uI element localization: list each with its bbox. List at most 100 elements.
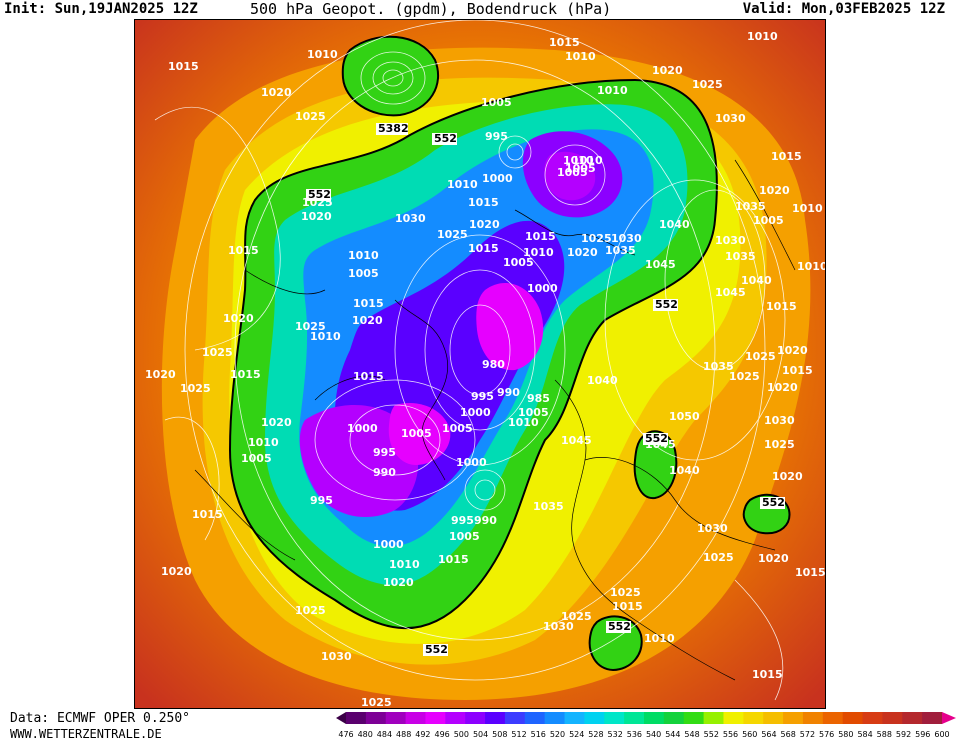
- isobar-label: 1020: [301, 210, 332, 223]
- isobar-label: 1015: [468, 242, 499, 255]
- isobar-label: 1020: [145, 368, 176, 381]
- legend-tick-label: 564: [761, 730, 776, 739]
- legend-swatch: [564, 712, 585, 724]
- isobar-label: 1000: [456, 456, 487, 469]
- isobar-label: 990: [497, 386, 520, 399]
- legend-tick-label: 492: [415, 730, 430, 739]
- isobar-label: 1030: [611, 232, 642, 245]
- geopotential-labels: 552 552 552 552 552 552 552 5382: [306, 122, 785, 656]
- isobar-label: 1015: [752, 668, 783, 681]
- legend-tick-label: 496: [434, 730, 449, 739]
- isobar-label: 1000: [527, 282, 558, 295]
- legend-tick-label: 488: [396, 730, 411, 739]
- isobar-label: 1010: [348, 249, 379, 262]
- isobar-label: 1025: [295, 604, 326, 617]
- legend-arrow-left: [336, 712, 346, 724]
- legend-tick-label: 536: [627, 730, 642, 739]
- isobar-label: 1020: [652, 64, 683, 77]
- isobar-label: 1020: [352, 314, 383, 327]
- isobar-label: 1005: [401, 427, 432, 440]
- geopotential-label: 552: [645, 432, 668, 445]
- isobar-label: 1025: [295, 110, 326, 123]
- legend-swatch: [663, 712, 685, 724]
- isobar-label: 990: [373, 466, 396, 479]
- isobar-label: 995990: [451, 514, 497, 527]
- isobar-label: 1025: [692, 78, 723, 91]
- isobar-label: 1020: [759, 184, 790, 197]
- legend-swatch: [465, 712, 486, 724]
- legend-swatch: [802, 712, 824, 724]
- legend-swatch: [842, 712, 864, 724]
- isobar-label: 1020: [161, 565, 192, 578]
- isobar-label: 1010: [644, 632, 675, 645]
- isobar-labels: 1010101510201025100599510101005100010101…: [145, 30, 825, 708]
- isobar-label: 1005: [481, 96, 512, 109]
- isobar-label: 1020: [567, 246, 598, 259]
- legend-swatch: [882, 712, 903, 724]
- legend-tick-label: 600: [934, 730, 949, 739]
- legend-swatch: [445, 712, 466, 724]
- legend-swatch: [644, 712, 665, 724]
- legend-swatch: [385, 712, 407, 724]
- isobar-label: 1020: [767, 381, 798, 394]
- legend-tick-label: 508: [492, 730, 507, 739]
- isobar-label: 1005: [442, 422, 473, 435]
- legend-swatch: [524, 712, 546, 724]
- isobar-label: 1030: [715, 112, 746, 125]
- isobar-label: 1005: [565, 162, 596, 175]
- isobar-label: 1020: [383, 576, 414, 589]
- isobar-label: 995: [485, 130, 508, 143]
- legend-tick-label: 516: [531, 730, 546, 739]
- geopotential-label-box: [760, 497, 785, 509]
- legend-swatch: [604, 712, 625, 724]
- legend-swatch: [902, 712, 923, 724]
- valid-time: Valid: Mon,03FEB2025 12Z: [742, 1, 945, 17]
- isobar-label: 1010: [597, 84, 628, 97]
- legend-swatch: [624, 712, 645, 724]
- color-legend: 476 480 484 488 492 496 500 504 508 512 516 520 524 5…: [336, 712, 956, 739]
- geopotential-label-box: [606, 621, 631, 633]
- isobar-label: 1040: [659, 218, 690, 231]
- isobar-label: 1045: [715, 286, 746, 299]
- isobar-label: 1015: [795, 566, 825, 579]
- isobar-label: 1015: [353, 370, 384, 383]
- legend-arrow-right: [942, 712, 956, 724]
- isobar-label: 1010: [447, 178, 478, 191]
- isobar-label: 1020: [469, 218, 500, 231]
- isobar-label: 1005: [518, 406, 549, 419]
- isobar-label: 1010: [523, 246, 554, 259]
- isobar-label: 1025: [180, 382, 211, 395]
- legend-swatch: [783, 712, 804, 724]
- h500-low-north-core: [544, 151, 596, 201]
- geopotential-label-box: [376, 123, 408, 135]
- isobar-label: 1005: [503, 256, 534, 269]
- isobar-label: 1035: [533, 500, 564, 513]
- isobar-label: 1010: [310, 330, 341, 343]
- legend-tick-label: 584: [857, 730, 872, 739]
- isobar-label: 1015: [612, 600, 643, 613]
- geopotential-label: 552: [308, 188, 331, 201]
- legend-tick-label: 544: [665, 730, 680, 739]
- isobar-label: 1025: [561, 610, 592, 623]
- geopotential-label-box: [432, 133, 457, 145]
- legend-tick-label: 524: [569, 730, 584, 739]
- legend-tick-label: 580: [838, 730, 853, 739]
- legend-swatch: [703, 712, 724, 724]
- geopotential-label-box: [423, 644, 448, 656]
- legend-swatch: [346, 712, 367, 724]
- legend-swatch: [365, 712, 387, 724]
- legend-tick-label: 552: [704, 730, 719, 739]
- h500-island-northwest: [341, 35, 440, 117]
- isobar-label: 1015: [468, 196, 499, 209]
- isobar-label: 1045: [645, 258, 676, 271]
- isobar-label: 1025: [437, 228, 468, 241]
- isobar-label: 1020: [758, 552, 789, 565]
- isobar-label: 1030: [543, 620, 574, 633]
- isobar-label: 1010: [248, 436, 279, 449]
- low-center-label: 1005: [557, 166, 588, 179]
- isobar-label: 1015: [766, 300, 797, 313]
- map-canvas: 1010101510201025100599510101005100010101…: [135, 20, 825, 708]
- isobar-label: 1035: [725, 250, 756, 263]
- isobar-label: 1010: [792, 202, 823, 215]
- isobar-label: 980: [482, 358, 505, 371]
